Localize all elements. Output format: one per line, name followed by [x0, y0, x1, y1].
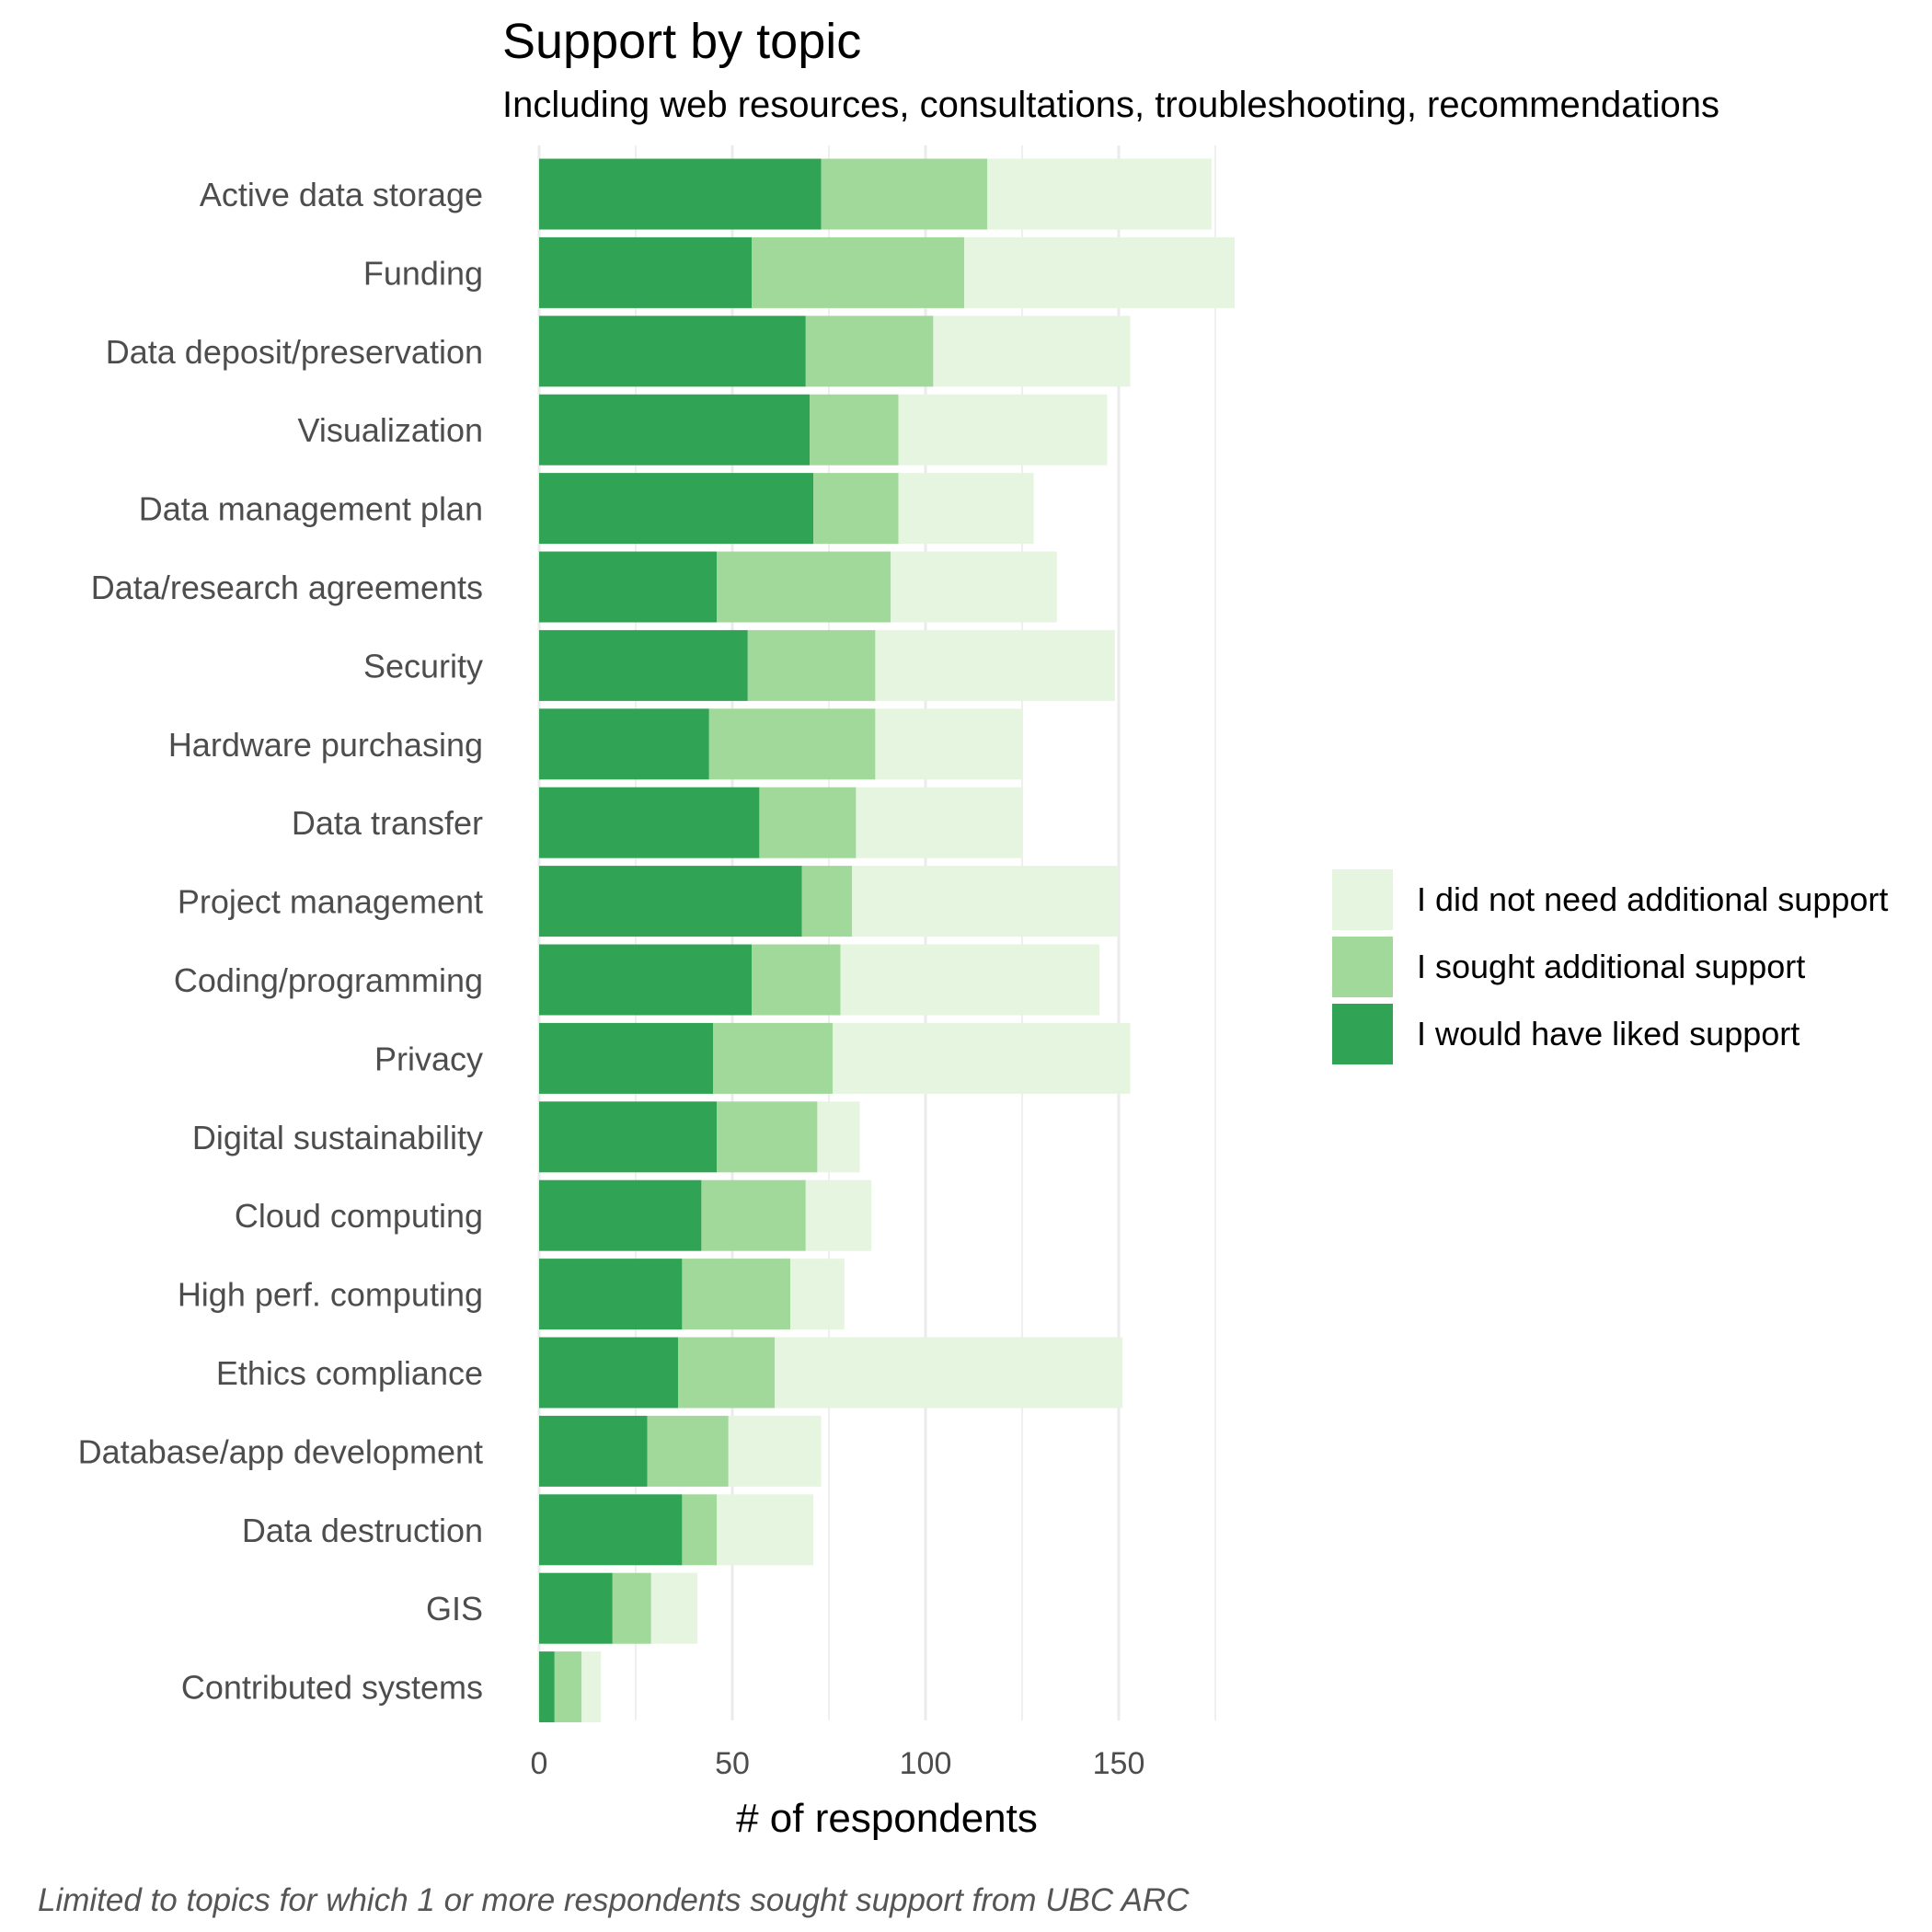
- bar-segment-3: [650, 1572, 698, 1644]
- legend-swatch: [1332, 937, 1393, 997]
- category-label: Data deposit/preservation: [106, 333, 483, 371]
- bar-segment-1: [539, 1259, 683, 1330]
- x-tick-label: 50: [715, 1746, 750, 1781]
- bar-segment-2: [682, 1494, 718, 1566]
- bar-segment-2: [813, 473, 899, 545]
- bar-segment-2: [747, 629, 876, 701]
- category-label: Data transfer: [292, 804, 483, 842]
- bar-segment-3: [898, 473, 1034, 545]
- x-tick-label: 0: [531, 1746, 548, 1781]
- bar-segment-1: [539, 629, 748, 701]
- bar-segment-1: [539, 1337, 679, 1409]
- bar-segment-2: [805, 316, 934, 387]
- category-label: Active data storage: [200, 176, 483, 213]
- bar-segment-3: [581, 1651, 602, 1723]
- bar-segment-2: [717, 1101, 818, 1173]
- category-label: Privacy: [374, 1040, 483, 1077]
- bar-segment-2: [701, 1179, 806, 1251]
- category-label: Project management: [178, 883, 483, 921]
- bar-segment-2: [682, 1259, 790, 1330]
- bar-segment-1: [539, 236, 752, 308]
- chart-title: Support by topic: [502, 14, 862, 69]
- bar-segment-1: [539, 1022, 713, 1094]
- bar-segment-1: [539, 944, 752, 1016]
- legend-item: I did not need additional support: [1332, 869, 1921, 930]
- bar-segment-1: [539, 1572, 613, 1644]
- bar-segment-3: [898, 394, 1108, 466]
- chart-caption: Limited to topics for which 1 or more re…: [38, 1882, 1190, 1918]
- category-label: Coding/programming: [174, 961, 483, 999]
- bar-segment-1: [539, 316, 806, 387]
- bar-segment-3: [833, 1022, 1131, 1094]
- bar-segment-2: [717, 551, 891, 623]
- category-label: Security: [363, 647, 483, 684]
- bar-segment-3: [933, 316, 1131, 387]
- bar-segment-3: [840, 944, 1099, 1016]
- bar-segment-2: [647, 1415, 729, 1487]
- category-label: Funding: [363, 254, 483, 292]
- bar-segment-1: [539, 1415, 648, 1487]
- category-label: High perf. computing: [178, 1276, 483, 1314]
- category-label: Hardware purchasing: [168, 726, 483, 764]
- category-label: Data management plan: [139, 490, 483, 528]
- category-label: Contributed systems: [181, 1669, 483, 1707]
- category-label: Data destruction: [242, 1512, 483, 1549]
- x-tick-label: 150: [1093, 1746, 1145, 1781]
- legend-label: I did not need additional support: [1417, 880, 1889, 918]
- bar-segment-1: [539, 473, 814, 545]
- bar-segment-2: [554, 1651, 582, 1723]
- bar-segment-1: [539, 866, 802, 937]
- chart-subtitle: Including web resources, consultations, …: [502, 85, 1719, 125]
- bar-segment-1: [539, 1651, 555, 1723]
- legend-label: I would have liked support: [1417, 1015, 1800, 1052]
- bar-segment-2: [801, 866, 853, 937]
- bar-segment-2: [752, 236, 964, 308]
- bar-segment-1: [539, 787, 760, 858]
- legend-swatch: [1332, 1004, 1393, 1064]
- legend-swatch: [1332, 869, 1393, 930]
- category-label: Visualization: [298, 411, 483, 449]
- bar-segment-2: [713, 1022, 834, 1094]
- legend-item: I would have liked support: [1332, 1004, 1921, 1064]
- bar-segment-3: [875, 708, 1022, 780]
- bar-segment-2: [708, 708, 876, 780]
- legend-item: I sought additional support: [1332, 937, 1921, 997]
- bar-segment-1: [539, 1101, 718, 1173]
- category-label: Data/research agreements: [91, 569, 483, 606]
- bar-segment-3: [891, 551, 1057, 623]
- bar-segment-3: [875, 629, 1115, 701]
- bar-segment-2: [821, 158, 988, 230]
- bar-segment-2: [759, 787, 857, 858]
- x-tick-label: 100: [900, 1746, 952, 1781]
- bar-segment-3: [964, 236, 1235, 308]
- bar-segment-2: [612, 1572, 651, 1644]
- bar-segment-2: [752, 944, 841, 1016]
- category-label: Ethics compliance: [216, 1354, 483, 1392]
- bar-segment-1: [539, 551, 718, 623]
- bar-segment-3: [817, 1101, 860, 1173]
- category-label: Database/app development: [78, 1432, 483, 1470]
- bar-segment-1: [539, 708, 709, 780]
- category-label: Digital sustainability: [192, 1119, 483, 1156]
- bar-segment-3: [856, 787, 1022, 858]
- bar-segment-3: [852, 866, 1119, 937]
- bar-segment-1: [539, 1494, 683, 1566]
- bar-segment-3: [728, 1415, 822, 1487]
- x-axis-title: # of respondents: [736, 1796, 1038, 1841]
- bar-segment-3: [805, 1179, 872, 1251]
- bar-segment-2: [678, 1337, 776, 1409]
- bar-segment-3: [717, 1494, 814, 1566]
- bar-segment-1: [539, 158, 822, 230]
- bar-segment-1: [539, 394, 810, 466]
- legend-label: I sought additional support: [1417, 948, 1806, 985]
- bar-segment-2: [810, 394, 899, 466]
- category-label: GIS: [426, 1590, 483, 1627]
- bar-segment-1: [539, 1179, 702, 1251]
- category-label: Cloud computing: [235, 1197, 483, 1235]
- bar-segment-3: [987, 158, 1212, 230]
- bar-segment-3: [775, 1337, 1123, 1409]
- bar-segment-3: [790, 1259, 845, 1330]
